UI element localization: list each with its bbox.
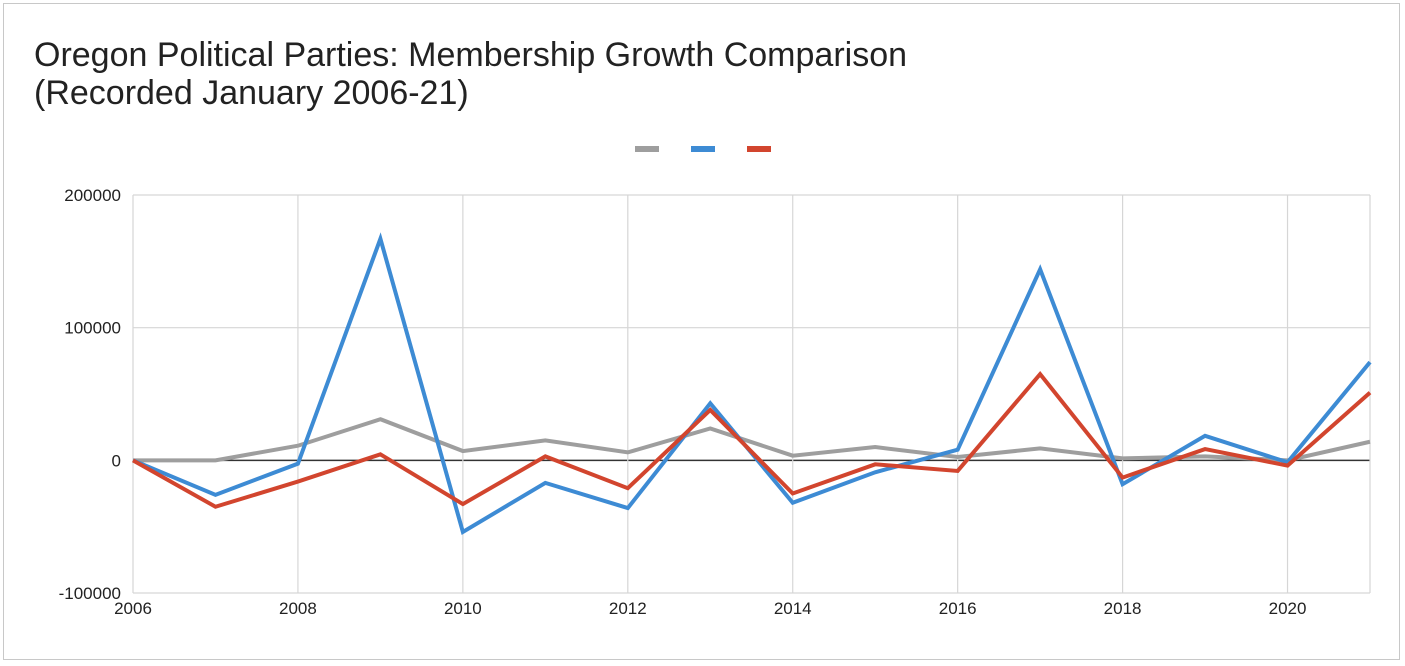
x-tick-label: 2020	[1269, 599, 1307, 618]
series-line-0	[133, 417, 1371, 463]
x-tick-label: 2016	[939, 599, 977, 618]
y-tick-label: 100000	[64, 319, 121, 338]
y-tick-label: -100000	[59, 584, 121, 603]
x-tick-label: 2018	[1104, 599, 1142, 618]
series-line-2	[132, 370, 1372, 509]
x-tick-label: 2014	[774, 599, 812, 618]
chart-frame	[3, 3, 1400, 660]
x-tick-label: 2006	[114, 599, 152, 618]
y-tick-label: 0	[112, 451, 121, 470]
y-tick-label: 200000	[64, 186, 121, 205]
x-tick-label: 2010	[444, 599, 482, 618]
chart-title: Oregon Political Parties: Membership Gro…	[34, 36, 908, 112]
x-tick-label: 2012	[609, 599, 647, 618]
x-tick-label: 2008	[279, 599, 317, 618]
series-line-1	[132, 232, 1372, 536]
